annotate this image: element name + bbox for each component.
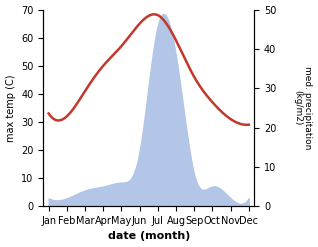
Y-axis label: med. precipitation
(kg/m2): med. precipitation (kg/m2) xyxy=(293,66,313,149)
X-axis label: date (month): date (month) xyxy=(107,231,190,242)
Y-axis label: max temp (C): max temp (C) xyxy=(5,74,16,142)
